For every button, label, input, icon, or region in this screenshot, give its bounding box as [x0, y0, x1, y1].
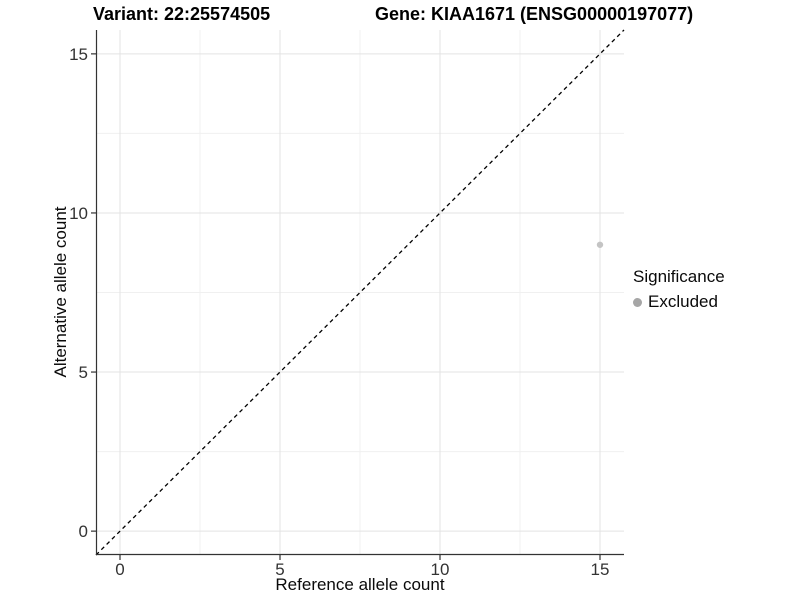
legend-item-excluded: Excluded: [633, 292, 725, 312]
gene-title: Gene: KIAA1671 (ENSG00000197077): [375, 4, 694, 24]
y-tick-label: 15: [69, 45, 88, 64]
y-tick-label: 5: [79, 363, 88, 382]
legend-title: Significance: [633, 267, 725, 286]
x-tick-label: 10: [431, 560, 450, 579]
data-point: [596, 241, 604, 248]
x-tick-label: 5: [275, 560, 284, 579]
x-tick-label: 15: [591, 560, 610, 579]
x-axis-title: Reference allele count: [275, 575, 445, 594]
legend-key-dot-icon: [633, 297, 642, 307]
legend-item-label: Excluded: [648, 292, 718, 311]
variant-title: Variant: 22:25574505: [93, 4, 271, 24]
y-tick-label: 0: [79, 522, 88, 541]
x-tick-label: 0: [115, 560, 124, 579]
y-tick-label: 10: [69, 204, 88, 223]
legend: Significance Excluded: [633, 267, 725, 312]
y-axis-title: Alternative allele count: [51, 206, 70, 378]
